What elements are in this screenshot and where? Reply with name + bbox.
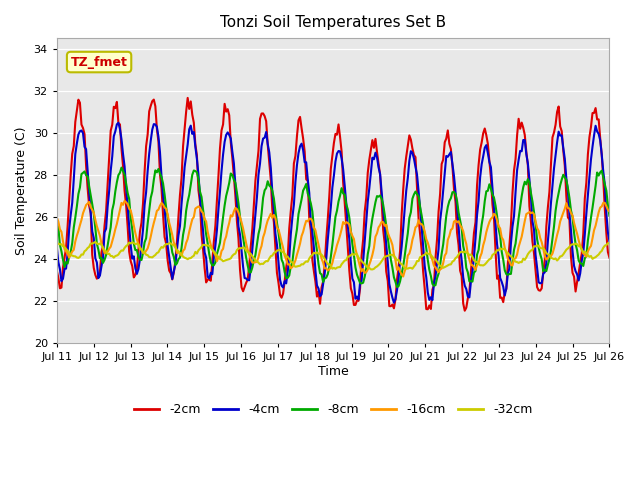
Legend: -2cm, -4cm, -8cm, -16cm, -32cm: -2cm, -4cm, -8cm, -16cm, -32cm bbox=[129, 398, 538, 421]
Text: TZ_fmet: TZ_fmet bbox=[70, 56, 127, 69]
X-axis label: Time: Time bbox=[318, 365, 349, 378]
Title: Tonzi Soil Temperatures Set B: Tonzi Soil Temperatures Set B bbox=[220, 15, 446, 30]
Y-axis label: Soil Temperature (C): Soil Temperature (C) bbox=[15, 126, 28, 255]
